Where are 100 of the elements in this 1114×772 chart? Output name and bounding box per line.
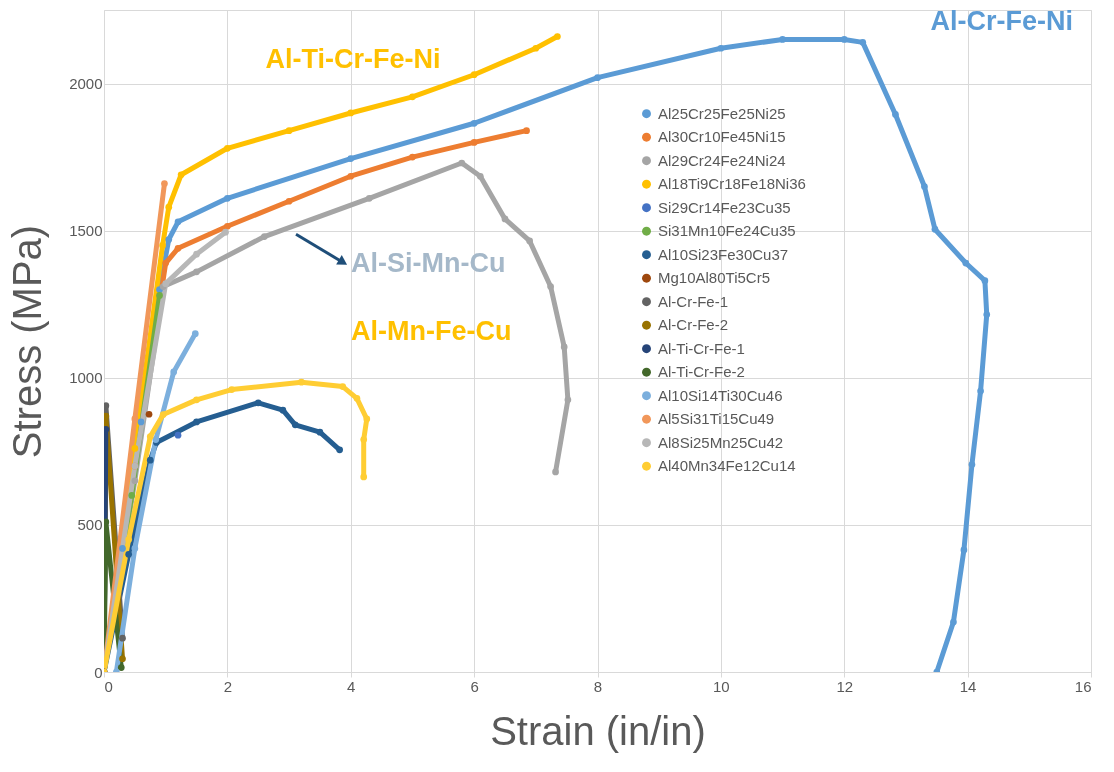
point	[193, 396, 200, 404]
point	[950, 618, 957, 626]
legend-label: Si29Cr14Fe23Cu35	[658, 198, 791, 216]
point	[261, 233, 268, 240]
point	[222, 228, 229, 236]
point	[146, 433, 154, 440]
point	[560, 343, 568, 351]
point	[104, 412, 110, 420]
point	[347, 109, 355, 117]
point	[128, 492, 136, 499]
point	[470, 139, 478, 146]
point	[174, 244, 182, 252]
point	[119, 634, 126, 642]
point	[523, 127, 530, 134]
legend-label: Al10Si23Fe30Cu37	[658, 245, 789, 263]
point	[279, 406, 287, 414]
legend-label: Al30Cr10Fe45Ni15	[658, 128, 786, 146]
point	[104, 425, 110, 433]
point	[931, 225, 939, 233]
point	[779, 36, 786, 43]
point	[291, 421, 299, 429]
x-tick-label: 16	[1074, 677, 1092, 695]
y-tick-label: 2000	[69, 75, 103, 93]
legend-label: Si31Mn10Fe24Cu35	[658, 222, 796, 240]
x-tick-label: 12	[836, 677, 854, 695]
point	[146, 456, 154, 464]
point	[165, 236, 173, 243]
point	[125, 536, 133, 543]
point	[470, 119, 478, 127]
point	[224, 194, 231, 202]
x-tick-label: 14	[959, 677, 977, 695]
legend-label: Al8Si25Mn25Cu42	[658, 433, 784, 451]
point	[193, 268, 200, 276]
point	[840, 36, 848, 43]
y-tick-label: 1500	[69, 222, 103, 240]
point	[228, 386, 236, 393]
y-tick-label: 500	[77, 516, 103, 534]
point	[161, 180, 168, 187]
point	[594, 74, 601, 82]
point	[137, 418, 145, 426]
y-tick-label: 1000	[69, 369, 103, 387]
point	[117, 664, 125, 671]
point	[717, 44, 725, 52]
point	[347, 172, 355, 180]
point	[526, 237, 533, 245]
point	[347, 155, 355, 162]
legend-label: Al5Si31Ti15Cu49	[658, 410, 775, 428]
legend-label: Al-Cr-Fe-1	[658, 292, 728, 310]
point	[360, 436, 368, 443]
point	[859, 39, 867, 46]
point	[960, 546, 968, 554]
point	[547, 283, 554, 290]
point	[104, 518, 110, 526]
point	[119, 545, 126, 552]
point	[339, 383, 347, 390]
point	[552, 468, 559, 476]
point	[892, 111, 899, 118]
point	[365, 194, 373, 202]
legend-label: Al18Ti9Cr18Fe18Ni36	[658, 175, 806, 193]
point	[316, 428, 324, 436]
point	[285, 197, 293, 205]
point	[131, 477, 139, 485]
point	[193, 250, 200, 258]
x-tick-label: 6	[470, 677, 479, 695]
point	[360, 473, 368, 481]
point	[981, 277, 989, 285]
legend-label: Al-Cr-Fe-2	[658, 316, 728, 334]
point	[131, 545, 139, 552]
annotation: Al-Ti-Cr-Fe-Ni	[265, 43, 441, 74]
annotation: Al-Si-Mn-Cu	[351, 248, 506, 279]
legend-label: Al40Mn34Fe12Cu14	[658, 457, 796, 475]
point	[165, 203, 173, 211]
point	[174, 218, 182, 226]
annotation: Al-Mn-Fe-Cu	[351, 316, 512, 347]
point	[125, 550, 133, 558]
point	[119, 655, 126, 663]
x-tick-label: 10	[713, 677, 730, 695]
point	[353, 395, 361, 402]
annotation: Al-Cr-Fe-Ni	[930, 6, 1073, 37]
point	[156, 292, 163, 299]
point	[104, 402, 110, 410]
x-tick-label: 4	[347, 677, 356, 695]
legend-label: Al-Ti-Cr-Fe-1	[658, 339, 745, 357]
point	[554, 33, 561, 40]
point	[224, 144, 231, 152]
point	[968, 461, 976, 468]
legend-label: Al25Cr25Fe25Ni25	[658, 104, 786, 122]
point	[170, 368, 178, 376]
point	[470, 71, 478, 79]
y-tick-label: 0	[94, 663, 103, 681]
point	[977, 387, 984, 395]
point	[131, 415, 139, 423]
legend-label: Mg10Al80Ti5Cr5	[658, 269, 770, 287]
point	[159, 242, 166, 249]
point	[159, 411, 167, 418]
point	[501, 215, 509, 223]
point	[363, 415, 371, 423]
point	[921, 183, 928, 190]
point	[962, 259, 970, 267]
point	[983, 311, 991, 318]
